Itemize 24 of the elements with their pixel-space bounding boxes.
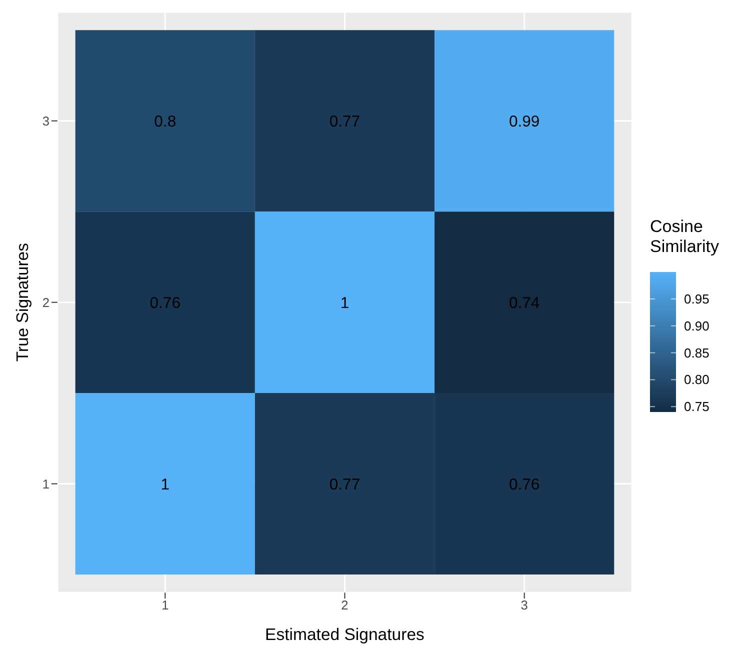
legend-title: Cosine Similarity [650,216,720,256]
y-tick-label: 3 [42,113,50,128]
data-label: 0.77 [329,476,360,494]
y-tick-label: 1 [42,476,50,492]
color-scale: Cosine Similarity 0.75 0.80 0.85 0.90 0.95 [650,216,735,436]
data-label: 0.76 [150,294,181,312]
color-bar-label: 0.80 [684,372,710,387]
color-bar-label: 0.95 [684,290,710,306]
data-label: 1 [340,294,350,312]
y-axis-title: True Signatures [12,242,32,362]
data-label: 0.76 [508,476,540,494]
x-tick-label: 2 [341,598,348,613]
data-label: 1 [160,476,170,494]
x-tick-label: 3 [520,598,528,613]
data-label: 0.99 [508,113,540,130]
x-tick-label: 1 [162,598,169,613]
color-bar-label: 0.90 [684,318,710,333]
color-bar-label: 0.85 [684,344,710,360]
data-label: 0.8 [154,113,176,130]
color-bar-label: 0.75 [684,398,710,414]
y-tick-label: 2 [42,294,50,310]
x-axis-title: Estimated Signatures [265,625,424,644]
data-label: 0.77 [329,113,360,130]
data-label: 0.74 [508,294,540,312]
